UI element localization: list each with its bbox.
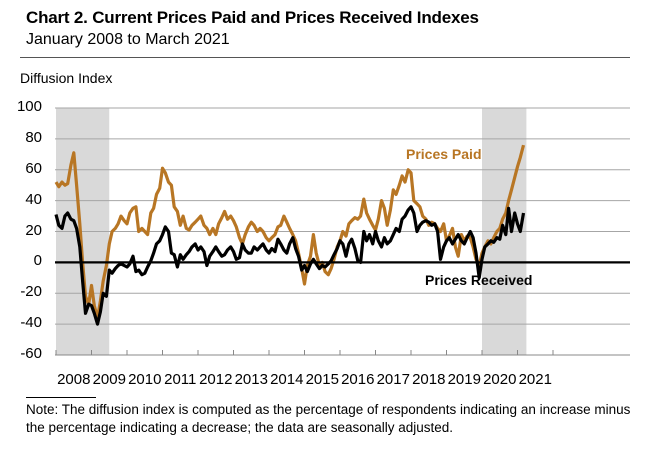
x-tick-label: 2011 — [164, 371, 197, 388]
y-tick-label: 0 — [33, 252, 42, 270]
y-tick-label: 100 — [16, 98, 42, 115]
y-tick-label: 80 — [25, 128, 42, 146]
y-tick-label: 60 — [25, 159, 42, 177]
y-tick-label: -40 — [20, 314, 42, 332]
label-prices-received: Prices Received — [425, 272, 532, 288]
chart-subtitle: January 2008 to March 2021 — [26, 31, 230, 48]
series-line-prices-paid — [54, 144, 526, 320]
x-tick-label: 2009 — [92, 371, 126, 388]
x-tick-label: 2010 — [128, 371, 162, 388]
x-tick-label: 2008 — [57, 371, 91, 388]
x-tick-label: 2013 — [234, 371, 268, 388]
y-axis-title: Diffusion Index — [20, 70, 113, 86]
x-tick-label: 2012 — [199, 371, 233, 388]
x-tick-label: 2014 — [270, 371, 304, 388]
title-divider — [20, 57, 630, 58]
y-tick-label: 20 — [25, 221, 42, 239]
y-tick-label: -60 — [20, 345, 42, 362]
x-tick-label: 2018 — [412, 371, 446, 388]
x-tick-label: 2015 — [305, 371, 339, 388]
x-tick-label: 2016 — [341, 371, 375, 388]
chart-title: Chart 2. Current Prices Paid and Prices … — [26, 8, 479, 27]
x-tick-label: 2017 — [376, 371, 410, 388]
note-divider — [26, 397, 96, 398]
x-tick-label: 2020 — [483, 371, 517, 388]
x-tick-label: 2019 — [447, 371, 481, 388]
chart-note: Note: The diffusion index is computed as… — [26, 402, 631, 435]
y-tick-label: 40 — [25, 190, 42, 208]
x-tick-label: 2021 — [518, 371, 552, 388]
y-tick-label: -20 — [20, 283, 42, 301]
label-prices-paid: Prices Paid — [406, 146, 482, 162]
